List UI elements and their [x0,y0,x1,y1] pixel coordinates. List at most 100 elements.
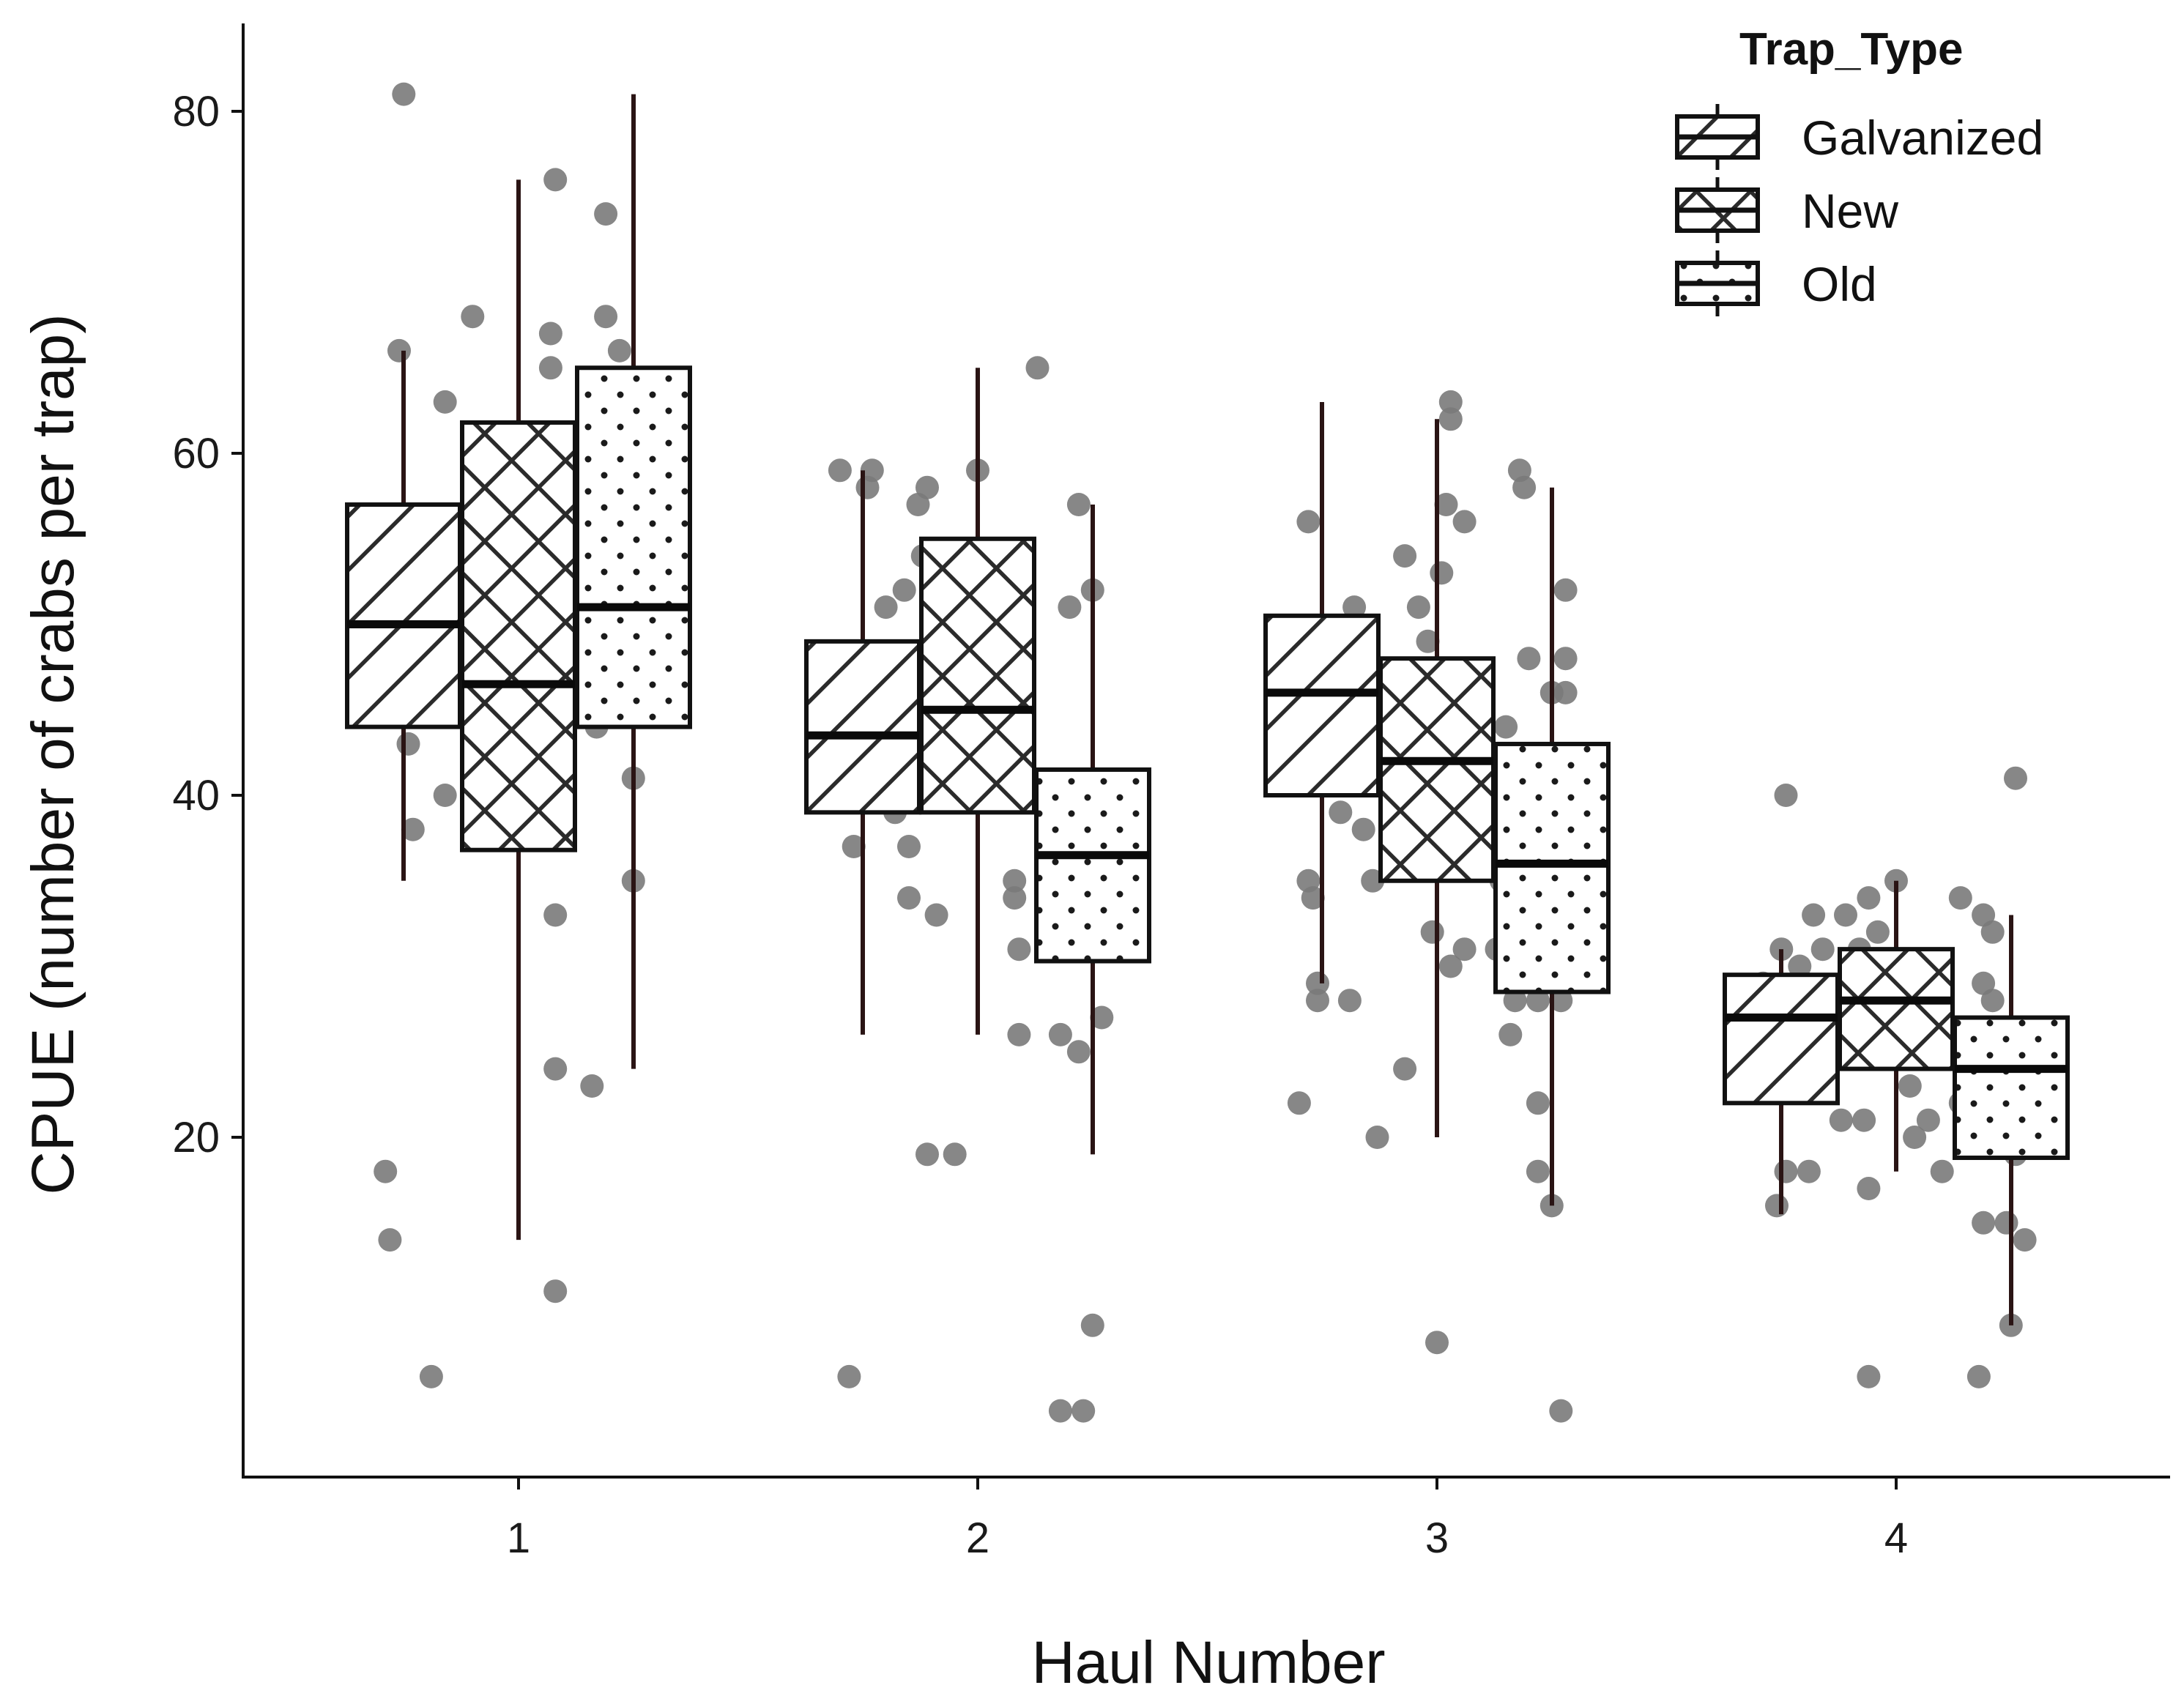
data-point [1526,1159,1550,1183]
data-point [1048,1022,1072,1046]
data-point [1337,989,1362,1013]
data-point [1810,937,1835,962]
data-point [543,1279,568,1304]
box-iqr [1838,947,1955,1071]
legend-title: Trap_Type [1739,24,1964,75]
x-tick-label: 4 [1884,1514,1908,1562]
data-point [580,1074,604,1098]
data-point [1090,1005,1114,1030]
data-point [1296,510,1321,534]
box-iqr [460,420,577,852]
data-point [401,817,425,841]
data-point [1329,800,1353,825]
data-point [1980,989,2005,1013]
y-axis-title: CPUE (number of crabs per trap) [20,313,86,1194]
data-point [1058,595,1082,620]
y-axis-ticks: 20 40 60 80 [172,88,243,1161]
data-point [1966,1364,1991,1388]
legend-label: Galvanized [1802,111,2043,165]
y-tick-label: 20 [172,1114,220,1161]
data-point [1512,475,1537,499]
legend: Trap_Type Galvanized New Old [1675,24,2043,316]
data-point [1494,715,1518,739]
data-point [842,835,866,858]
data-point [1774,784,1798,807]
data-point [2004,766,2027,790]
jitter-points [374,82,2037,1423]
data-point [543,903,568,927]
data-point [1916,1108,1940,1132]
data-point [897,835,921,858]
box-iqr [1953,1015,2070,1161]
box-new-haul-4 [1838,880,1955,1172]
data-point [1066,1040,1091,1064]
data-point [1553,647,1578,671]
data-point [594,305,618,329]
data-point [2013,1228,2037,1252]
data-point [1972,1210,1996,1235]
data-point [392,82,416,106]
box-galvanized-haul-3 [1263,401,1381,983]
data-point [1994,1210,2018,1235]
data-point [1003,869,1027,893]
legend-item-old: Old [1675,250,1877,316]
data-point [538,321,562,346]
box-old-haul-3 [1493,487,1611,1206]
data-point [1420,920,1444,944]
data-point [1972,971,1996,995]
x-tick-label: 1 [507,1514,530,1562]
data-point [374,1159,398,1183]
box-old-haul-4 [1953,915,2070,1325]
box-iqr [1378,656,1496,883]
data-point [1048,1399,1072,1423]
data-point [1406,595,1430,620]
data-point [387,338,411,362]
box-iqr [919,536,1036,815]
box-galvanized-haul-2 [804,470,921,1035]
data-point [1007,1022,1031,1046]
box-galvanized-haul-4 [1723,949,1840,1215]
data-point [1802,903,1826,927]
y-tick-label: 60 [172,430,220,477]
data-point [1425,1331,1449,1355]
data-point [1071,1399,1096,1423]
x-axis-ticks: 1 2 3 4 [507,1477,1908,1562]
data-point [892,578,916,602]
data-point [1829,1108,1853,1132]
data-point [594,202,618,226]
series-old [575,94,2070,1325]
data-point [1066,493,1091,516]
legend-label: Old [1802,257,1877,311]
data-point [1788,954,1812,978]
box-iqr [1493,741,1611,994]
y-tick-label: 40 [172,772,220,819]
data-point [1898,1074,1922,1098]
data-point [1430,561,1454,585]
data-point [1342,595,1367,620]
data-point [1865,920,1890,944]
data-point [924,903,948,927]
data-point [1765,1194,1789,1218]
data-point [1553,578,1578,602]
data-point [1007,937,1031,962]
box-new-haul-3 [1378,419,1496,1137]
box-iqr [1034,767,1151,964]
data-point [828,458,852,483]
data-point [1438,407,1463,431]
legend-item-new: New [1675,177,1898,243]
data-point [897,886,921,910]
box-new-haul-2 [919,368,1036,1035]
box-galvanized-haul-1 [345,350,462,881]
data-point [855,475,880,499]
x-tick-label: 2 [966,1514,989,1562]
series-galvanized [345,350,1840,1215]
box-old-haul-2 [1034,505,1151,1155]
data-point [1438,390,1463,414]
data-point [419,1364,443,1388]
box-old-haul-1 [575,94,692,1069]
x-axis-title: Haul Number [1031,1629,1385,1696]
data-point [543,1057,568,1081]
data-point [1903,1126,1927,1149]
box-iqr [345,502,462,729]
data-point [1857,1364,1881,1388]
